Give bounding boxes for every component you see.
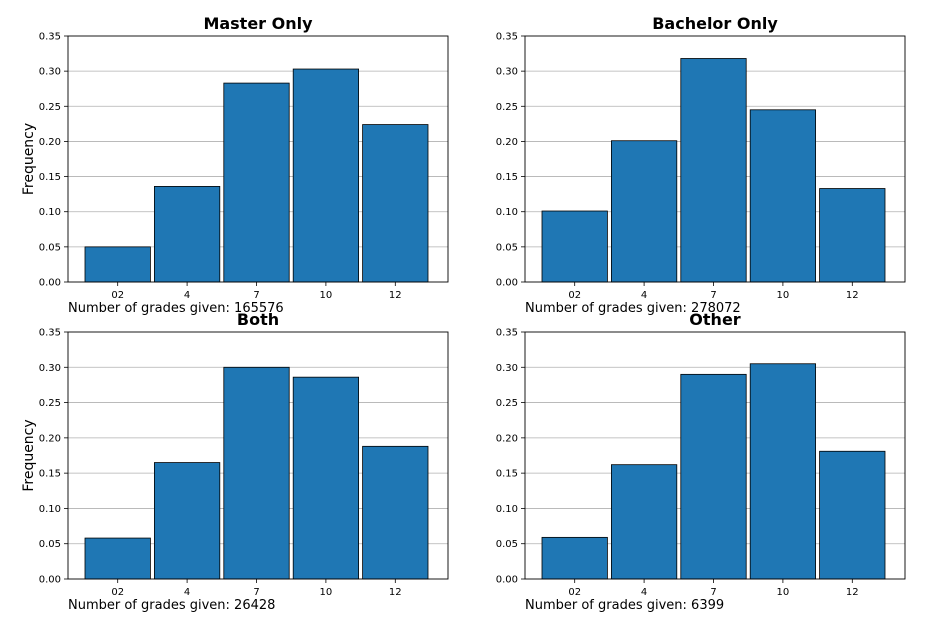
y-tick-label: 0.15	[39, 469, 61, 480]
grades-count-annotation: Number of grades given: 278072	[525, 301, 741, 316]
axes-frame	[524, 35, 906, 283]
x-tick-label: 02	[568, 290, 581, 301]
y-tick-label: 0.00	[39, 575, 61, 586]
bar-12	[819, 450, 886, 580]
bar-7	[680, 58, 747, 283]
y-tick-label: 0.10	[39, 207, 61, 218]
x-tick-label: 12	[389, 290, 402, 301]
y-axis-label: Frequency	[21, 123, 37, 195]
y-tick-label: 0.25	[496, 102, 518, 113]
y-tick-label: 0.20	[496, 137, 518, 148]
y-tick-label: 0.25	[39, 398, 61, 409]
chart-panel-4: 0.00 0.05 0.10 0.15 0.20 0.25 0.30 0.35 02 4 7 10 12…	[496, 310, 906, 613]
y-tick-label: 0.05	[39, 539, 61, 550]
chart-panel-1: 0.00 0.05 0.10 0.15 0.20 0.25 0.30 0.35 02 4 7 10 12…	[21, 14, 449, 316]
y-tick-label: 0.00	[496, 278, 518, 289]
bar-12	[819, 188, 886, 283]
y-tick-label: 0.05	[39, 242, 61, 253]
y-tick-label: 0.15	[496, 469, 518, 480]
x-tick-label: 02	[568, 587, 581, 598]
bar-02	[84, 246, 151, 283]
bar-7	[223, 366, 290, 580]
x-tick-label: 02	[111, 587, 124, 598]
y-tick-label: 0.00	[496, 575, 518, 586]
bar-12	[362, 445, 429, 580]
bar-12	[362, 124, 429, 283]
y-tick-label: 0.35	[39, 328, 61, 339]
axes-frame	[67, 35, 449, 283]
bar-4	[611, 464, 678, 580]
x-tick-label: 12	[846, 587, 859, 598]
y-tick-label: 0.30	[39, 363, 61, 374]
y-tick-label: 0.05	[496, 242, 518, 253]
chart-panel-3: 0.00 0.05 0.10 0.15 0.20 0.25 0.30 0.35 02 4 7 10 12…	[21, 310, 449, 613]
bar-10	[292, 376, 360, 580]
y-tick-label: 0.15	[39, 172, 61, 183]
axes-frame	[67, 331, 449, 580]
y-tick-label: 0.30	[496, 67, 518, 78]
bar-7	[680, 373, 747, 580]
grades-count-annotation: Number of grades given: 6399	[525, 598, 724, 613]
y-tick-label: 0.10	[39, 504, 61, 515]
y-tick-label: 0.30	[496, 363, 518, 374]
x-tick-label: 12	[389, 587, 402, 598]
bar-4	[153, 462, 221, 580]
x-tick-label: 7	[253, 587, 259, 598]
chart-title: Master Only	[203, 14, 313, 33]
bar-02	[541, 210, 608, 283]
y-tick-label: 0.10	[496, 504, 518, 515]
x-tick-label: 7	[710, 587, 716, 598]
bar-10	[749, 109, 817, 283]
x-tick-label: 10	[777, 587, 790, 598]
axes-frame	[524, 331, 906, 580]
y-tick-label: 0.15	[496, 172, 518, 183]
y-tick-label: 0.20	[39, 433, 61, 444]
y-axis-label: Frequency	[21, 419, 37, 491]
grades-count-annotation: Number of grades given: 26428	[68, 598, 275, 613]
grades-count-annotation: Number of grades given: 165576	[68, 301, 284, 316]
chart-title: Both	[237, 310, 279, 329]
y-tick-label: 0.35	[39, 32, 61, 43]
x-tick-label: 10	[777, 290, 790, 301]
x-tick-label: 7	[253, 290, 259, 301]
x-tick-label: 4	[184, 290, 190, 301]
chart-panel-2: 0.00 0.05 0.10 0.15 0.20 0.25 0.30 0.35 02 4 7 10 12…	[496, 14, 906, 316]
y-tick-label: 0.25	[39, 102, 61, 113]
bar-10	[749, 363, 817, 580]
y-tick-label: 0.30	[39, 67, 61, 78]
y-tick-label: 0.20	[496, 433, 518, 444]
bar-02	[541, 536, 608, 580]
y-tick-label: 0.35	[496, 328, 518, 339]
bar-4	[153, 186, 221, 283]
bar-10	[292, 68, 360, 283]
bar-02	[84, 537, 151, 580]
y-tick-label: 0.10	[496, 207, 518, 218]
x-tick-label: 10	[320, 587, 333, 598]
y-tick-label: 0.25	[496, 398, 518, 409]
y-tick-label: 0.20	[39, 137, 61, 148]
chart-title: Bachelor Only	[652, 14, 778, 33]
bar-4	[611, 140, 678, 283]
x-tick-label: 4	[184, 587, 190, 598]
x-tick-label: 7	[710, 290, 716, 301]
y-tick-label: 0.05	[496, 539, 518, 550]
chart-title: Other	[689, 310, 740, 329]
bar-7	[223, 82, 290, 283]
x-tick-label: 4	[641, 290, 647, 301]
y-tick-label: 0.35	[496, 32, 518, 43]
y-tick-label: 0.00	[39, 278, 61, 289]
x-tick-label: 4	[641, 587, 647, 598]
x-tick-label: 10	[320, 290, 333, 301]
x-tick-label: 12	[846, 290, 859, 301]
x-tick-label: 02	[111, 290, 124, 301]
